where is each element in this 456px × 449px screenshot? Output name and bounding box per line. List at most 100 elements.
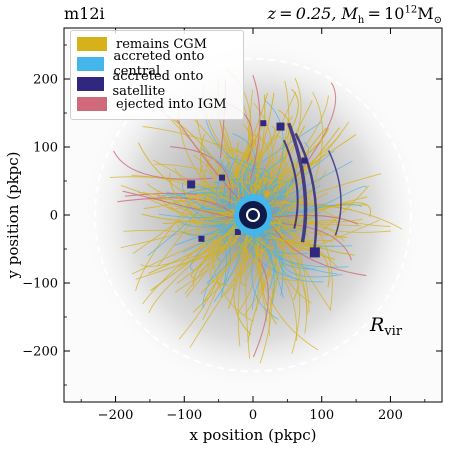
central-accretion-trajectory-line — [275, 229, 316, 270]
x-tick-label: 0 — [249, 408, 257, 423]
central-accretion-trajectory-line — [147, 196, 206, 256]
cgm-outer-trajectory-line — [209, 238, 232, 286]
legend-label-ejected-igm: ejected into IGM — [116, 96, 227, 112]
satellite-accretion-stream — [283, 139, 299, 229]
cgm-outer-trajectory-line — [223, 125, 240, 201]
y-tick-label: 0 — [50, 209, 58, 224]
satellite-blob — [309, 247, 320, 258]
central-accretion-trajectory-line — [215, 161, 240, 217]
y-tick-label: −100 — [22, 277, 58, 292]
cgm-trajectory-line — [245, 232, 251, 359]
igm-ejection-trajectory-line — [113, 150, 213, 180]
cgm-outer-trajectory-line — [241, 121, 266, 197]
central-accretion-trajectory-line — [247, 244, 300, 281]
cgm-trajectory-line — [268, 232, 301, 354]
cgm-outer-trajectory-line — [234, 92, 269, 179]
cgm-outer-trajectory-line — [148, 223, 249, 274]
cgm-trajectory-line — [237, 239, 247, 347]
igm-ejection-trajectory-line — [117, 197, 238, 218]
satellite-blob — [234, 229, 241, 235]
cgm-outer-trajectory-line — [271, 127, 329, 187]
cgm-outer-trajectory-line — [162, 211, 241, 224]
y-tick-label: 200 — [33, 73, 58, 88]
satellite-accretion-stream — [287, 122, 308, 243]
igm-ejection-trajectory-line — [265, 214, 359, 225]
rvir-label: Rvir — [369, 314, 403, 339]
cgm-trajectory-line — [262, 91, 297, 196]
central-accretion-trajectory-line — [278, 254, 324, 283]
cgm-trajectory-line — [132, 188, 220, 254]
cgm-outer-trajectory-line — [255, 238, 278, 306]
legend-label-accreted-central: accreted onto central — [113, 49, 205, 79]
satellite-accretion-group — [187, 120, 342, 258]
cgm-trajectory-line — [203, 157, 226, 208]
legend-item-ejected-igm: ejected into IGM — [77, 95, 227, 113]
satellite-accretion-stream — [327, 150, 342, 236]
y-tick-label: −200 — [22, 345, 58, 360]
cgm-trajectory-line — [304, 204, 368, 211]
igm-ejection-trajectory-line — [122, 190, 236, 219]
virial-radius-circle — [93, 57, 413, 373]
central-accretion-trajectory-line — [270, 206, 315, 214]
cgm-outer-trajectory-line — [310, 202, 372, 217]
central-accretion-trajectory-line — [263, 211, 322, 238]
cgm-outer-trajectory-line — [143, 192, 210, 209]
igm-ejection-trajectory-line — [271, 224, 367, 277]
x-tick-label: −200 — [98, 408, 134, 423]
legend-item-remains-cgm: remains CGM — [77, 35, 207, 53]
cgm-outer-trajectory-line — [289, 127, 340, 192]
central-accretion-trajectory-line — [204, 114, 285, 182]
legend-label-remains-cgm: remains CGM — [116, 36, 207, 52]
cgm-outer-trajectory-line — [138, 192, 199, 236]
cgm-outer-trajectory-line — [256, 92, 275, 167]
cgm-trajectory-line — [259, 255, 273, 364]
cgm-outer-trajectory-line — [268, 202, 352, 211]
igm-ejection-trajectory-line — [252, 258, 269, 358]
cgm-outer-trajectory-line — [190, 243, 226, 279]
satellite-blob — [187, 180, 196, 189]
x-tick-label: −100 — [166, 408, 202, 423]
legend: remains CGM accreted onto central accret… — [70, 30, 244, 120]
central-accretion-trajectory-line — [181, 182, 236, 228]
cgm-trajectory-line — [265, 173, 382, 210]
cgm-trajectory-line — [142, 126, 248, 162]
cgm-outer-trajectory-line — [260, 240, 277, 325]
central-accretion-trajectory-line — [265, 142, 310, 211]
cgm-outer-trajectory-line — [150, 225, 238, 292]
central-accretion-trajectory-line — [252, 179, 278, 197]
legend-swatch-accreted-central — [77, 57, 105, 71]
cgm-trajectory-line — [305, 215, 333, 311]
central-galaxy-ring — [246, 208, 260, 222]
legend-swatch-remains-cgm — [77, 37, 107, 51]
cgm-trajectory-line — [146, 198, 236, 223]
central-accretion-trajectory-line — [230, 122, 322, 185]
redshift-mass-title: z = 0.25, Mh = 1012M⊙ — [267, 4, 442, 27]
cgm-outer-trajectory-line — [273, 221, 347, 238]
igm-ejection-trajectory-line — [124, 192, 197, 197]
igm-ejection-trajectory-line — [169, 146, 231, 206]
cgm-outer-trajectory-line — [269, 234, 301, 301]
legend-item-accreted-satellite: accreted onto satellite — [77, 69, 243, 99]
legend-swatch-ejected-igm — [77, 97, 107, 111]
cgm-outer-trajectory-line — [277, 239, 330, 288]
central-accretion-trajectory-line — [251, 251, 275, 310]
cgm-outer-trajectory-line — [167, 115, 231, 188]
y-axis-label: y position (pkpc) — [4, 151, 22, 279]
cgm-outer-trajectory-line — [247, 257, 278, 343]
satellite-blob — [198, 235, 205, 242]
central-accretion-trajectory-line — [185, 187, 237, 198]
central-disk-inner — [239, 201, 267, 229]
cgm-trajectory-line — [135, 202, 192, 291]
cgm-outer-trajectory-line — [240, 247, 267, 286]
central-accretion-trajectory-line — [249, 230, 338, 275]
cgm-trajectory-line — [212, 149, 231, 205]
satellite-blob — [260, 120, 267, 127]
cgm-trajectory-line — [286, 95, 329, 171]
legend-item-accreted-central: accreted onto central — [77, 49, 243, 79]
satellite-blob — [301, 157, 308, 164]
cgm-outer-trajectory-line — [253, 134, 270, 191]
x-tick-label: 200 — [378, 408, 403, 423]
halo-name: m12i — [64, 4, 105, 23]
legend-swatch-accreted-satellite — [77, 77, 104, 91]
